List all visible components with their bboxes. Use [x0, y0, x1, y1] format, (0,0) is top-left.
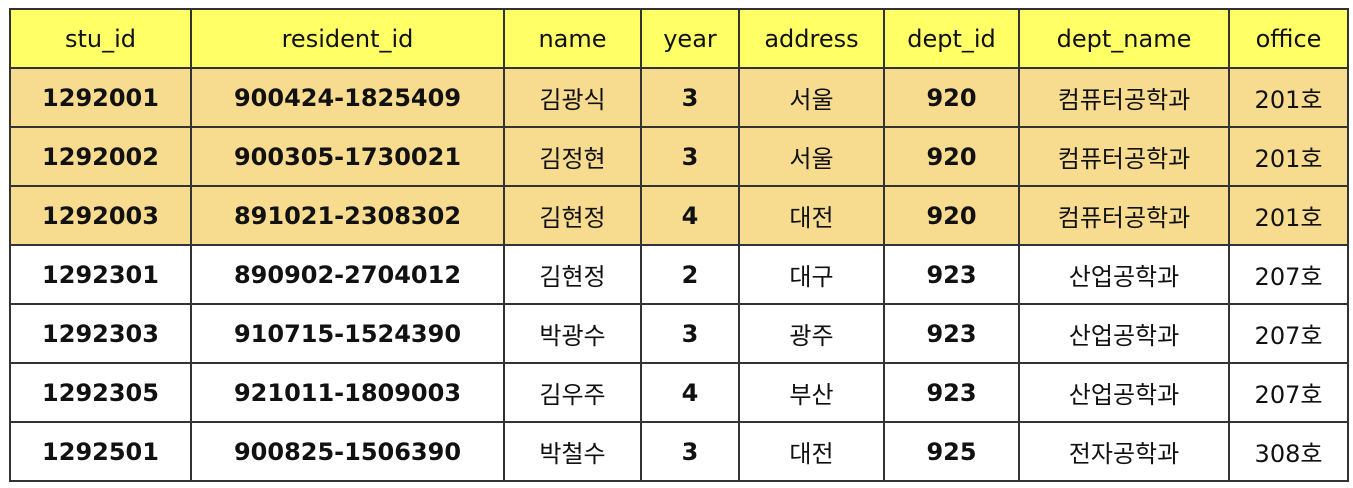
- cell-name: 김우주: [503, 362, 642, 423]
- cell-office: 308호: [1228, 421, 1349, 482]
- column-header-stu-id: stu_id: [9, 8, 192, 69]
- column-header-dept-name: dept_name: [1018, 8, 1230, 69]
- column-header-name: name: [503, 8, 642, 69]
- table-row: 1292305 921011-1809003 김우주 4 부산 923 산업공학과 207호: [9, 362, 1349, 423]
- cell-dept-id: 920: [883, 67, 1020, 128]
- student-table: stu_id resident_id name year address dept_id d…: [9, 8, 1349, 482]
- cell-dept-name: 전자공학과: [1018, 421, 1230, 482]
- cell-office: 201호: [1228, 126, 1349, 187]
- cell-office: 207호: [1228, 244, 1349, 305]
- cell-year: 4: [640, 362, 740, 423]
- cell-name: 김현정: [503, 185, 642, 246]
- cell-resident-id: 900825-1506390: [190, 421, 505, 482]
- cell-dept-id: 925: [883, 421, 1020, 482]
- cell-stu-id: 1292301: [9, 244, 192, 305]
- cell-name: 박광수: [503, 303, 642, 364]
- column-header-year: year: [640, 8, 740, 69]
- cell-dept-name: 산업공학과: [1018, 303, 1230, 364]
- column-header-address: address: [738, 8, 885, 69]
- cell-office: 201호: [1228, 67, 1349, 128]
- cell-stu-id: 1292001: [9, 67, 192, 128]
- table-body: 1292001 900424-1825409 김광식 3 서울 920 컴퓨터공학과 201호…: [9, 67, 1349, 482]
- table-row: 1292003 891021-2308302 김현정 4 대전 920 컴퓨터공학과 201호: [9, 185, 1349, 246]
- cell-stu-id: 1292002: [9, 126, 192, 187]
- cell-office: 207호: [1228, 362, 1349, 423]
- cell-name: 김정현: [503, 126, 642, 187]
- cell-dept-id: 923: [883, 303, 1020, 364]
- column-header-office: office: [1228, 8, 1349, 69]
- cell-dept-id: 920: [883, 185, 1020, 246]
- cell-address: 대전: [738, 185, 885, 246]
- table-row: 1292303 910715-1524390 박광수 3 광주 923 산업공학과 207호: [9, 303, 1349, 364]
- header-row: stu_id resident_id name year address dept_id d…: [9, 8, 1349, 69]
- cell-resident-id: 900424-1825409: [190, 67, 505, 128]
- cell-stu-id: 1292303: [9, 303, 192, 364]
- cell-resident-id: 900305-1730021: [190, 126, 505, 187]
- table-row: 1292002 900305-1730021 김정현 3 서울 920 컴퓨터공학과 201호: [9, 126, 1349, 187]
- table-row: 1292301 890902-2704012 김현정 2 대구 923 산업공학과 207호: [9, 244, 1349, 305]
- cell-resident-id: 910715-1524390: [190, 303, 505, 364]
- cell-address: 광주: [738, 303, 885, 364]
- cell-resident-id: 891021-2308302: [190, 185, 505, 246]
- cell-dept-name: 컴퓨터공학과: [1018, 126, 1230, 187]
- cell-resident-id: 921011-1809003: [190, 362, 505, 423]
- cell-dept-name: 컴퓨터공학과: [1018, 67, 1230, 128]
- cell-resident-id: 890902-2704012: [190, 244, 505, 305]
- cell-office: 201호: [1228, 185, 1349, 246]
- cell-dept-name: 산업공학과: [1018, 362, 1230, 423]
- cell-name: 박철수: [503, 421, 642, 482]
- cell-stu-id: 1292305: [9, 362, 192, 423]
- cell-address: 대전: [738, 421, 885, 482]
- cell-address: 서울: [738, 67, 885, 128]
- cell-dept-name: 산업공학과: [1018, 244, 1230, 305]
- cell-address: 대구: [738, 244, 885, 305]
- cell-dept-id: 923: [883, 362, 1020, 423]
- cell-address: 부산: [738, 362, 885, 423]
- cell-stu-id: 1292501: [9, 421, 192, 482]
- cell-address: 서울: [738, 126, 885, 187]
- column-header-resident-id: resident_id: [190, 8, 505, 69]
- cell-name: 김광식: [503, 67, 642, 128]
- cell-office: 207호: [1228, 303, 1349, 364]
- cell-year: 3: [640, 67, 740, 128]
- cell-name: 김현정: [503, 244, 642, 305]
- cell-year: 3: [640, 421, 740, 482]
- cell-dept-name: 컴퓨터공학과: [1018, 185, 1230, 246]
- cell-year: 2: [640, 244, 740, 305]
- cell-dept-id: 920: [883, 126, 1020, 187]
- cell-year: 3: [640, 126, 740, 187]
- cell-year: 3: [640, 303, 740, 364]
- table-row: 1292501 900825-1506390 박철수 3 대전 925 전자공학과 308호: [9, 421, 1349, 482]
- cell-dept-id: 923: [883, 244, 1020, 305]
- column-header-dept-id: dept_id: [883, 8, 1020, 69]
- cell-stu-id: 1292003: [9, 185, 192, 246]
- cell-year: 4: [640, 185, 740, 246]
- table-row: 1292001 900424-1825409 김광식 3 서울 920 컴퓨터공학과 201호: [9, 67, 1349, 128]
